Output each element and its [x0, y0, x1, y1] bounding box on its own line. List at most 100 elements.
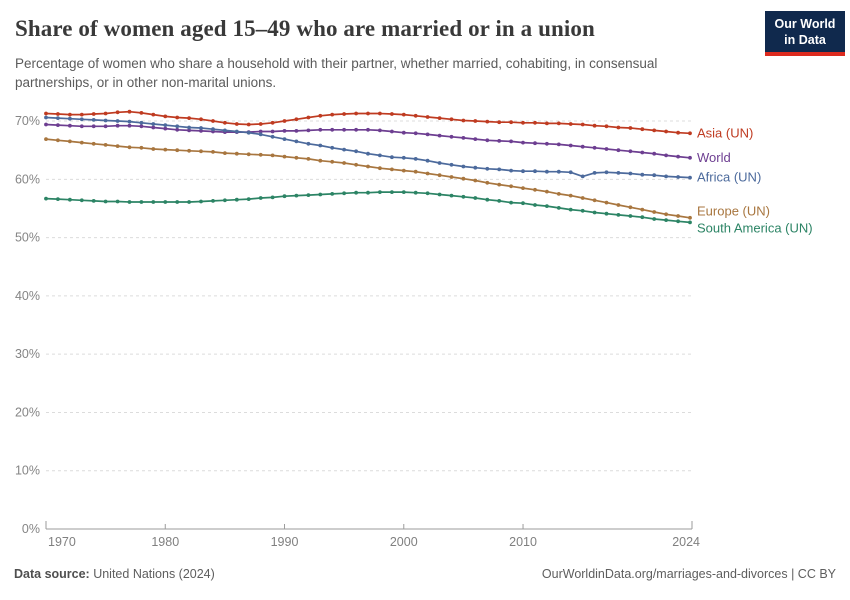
data-point [592, 198, 597, 203]
data-point [390, 129, 394, 134]
data-point [616, 171, 621, 175]
data-point [44, 137, 48, 142]
data-point [103, 143, 108, 147]
data-point [318, 127, 323, 132]
data-point [294, 129, 299, 133]
data-point [91, 118, 96, 122]
data-point [330, 192, 335, 196]
data-point [318, 158, 323, 163]
data-point [401, 130, 406, 135]
data-point [115, 123, 120, 128]
data-point [688, 220, 692, 225]
data-point [354, 127, 358, 132]
data-point [580, 196, 585, 200]
data-point [342, 161, 346, 165]
data-point [270, 153, 275, 158]
data-point [306, 115, 311, 120]
data-point [664, 212, 668, 217]
data-point [425, 115, 430, 119]
data-point [151, 112, 156, 117]
data-point [246, 197, 251, 202]
data-point [533, 141, 537, 146]
data-point [378, 153, 382, 158]
data-point [234, 129, 239, 134]
data-point [318, 192, 323, 197]
data-point [175, 200, 180, 204]
data-point [79, 140, 84, 145]
data-point [664, 153, 668, 158]
data-point [223, 151, 227, 156]
chart-subtitle: Percentage of women who share a househol… [15, 56, 658, 90]
data-point [425, 132, 430, 137]
owid-logo-line1: Our World [774, 17, 836, 31]
data-point [294, 193, 299, 198]
data-point [330, 127, 335, 132]
data-point [318, 113, 323, 118]
data-point [628, 149, 633, 154]
data-point [509, 200, 513, 205]
data-point [545, 204, 549, 209]
data-point [199, 149, 203, 154]
data-point [175, 148, 180, 153]
data-point [628, 214, 633, 218]
data-point [533, 203, 537, 207]
data-point [676, 175, 680, 179]
data-point [258, 132, 263, 137]
data-point [354, 190, 358, 195]
data-point [640, 172, 645, 177]
data-point [294, 155, 299, 160]
data-point [521, 201, 525, 206]
data-point [533, 187, 537, 192]
data-point [246, 130, 251, 135]
page-title: Share of women aged 15–49 who are marrie… [15, 16, 595, 41]
data-point [354, 111, 358, 116]
data-point [342, 127, 346, 132]
data-point [509, 168, 513, 173]
data-point [199, 129, 203, 133]
data-point [628, 126, 633, 130]
series-label-europe-un: Europe (UN) [697, 204, 770, 219]
data-point [282, 194, 287, 199]
data-point [509, 120, 513, 125]
data-point [103, 118, 108, 123]
data-point [390, 112, 394, 116]
data-point [592, 210, 597, 215]
series-line-europe-un [45, 138, 691, 219]
data-point [56, 138, 60, 143]
data-point [580, 208, 585, 213]
data-point [211, 119, 215, 123]
data-point [556, 192, 561, 196]
series-label-world: World [697, 150, 731, 165]
x-axis-tick-label: 1980 [151, 535, 179, 549]
data-point [127, 145, 132, 150]
data-point [425, 171, 430, 176]
data-point [366, 151, 370, 156]
data-point [103, 199, 108, 204]
data-point [652, 173, 657, 178]
data-point [664, 174, 668, 179]
data-point [449, 162, 454, 167]
data-point [139, 111, 144, 115]
data-point [258, 129, 263, 134]
data-point [79, 124, 84, 129]
data-point [163, 147, 168, 152]
data-point [652, 128, 657, 133]
data-point [79, 198, 84, 203]
data-point [545, 189, 549, 194]
data-point [234, 151, 239, 156]
y-axis-tick-label: 50% [15, 231, 40, 245]
data-point [461, 118, 466, 123]
data-point [592, 171, 597, 175]
data-point [56, 112, 60, 116]
x-axis-tick-label: 1990 [271, 535, 299, 549]
data-point [366, 127, 370, 132]
data-point [461, 194, 466, 199]
data-point [521, 186, 525, 191]
data-point [604, 211, 609, 216]
data-point [640, 207, 645, 212]
data-point [676, 214, 680, 218]
credit-link[interactable]: OurWorldinData.org/marriages-and-divorce… [541, 567, 836, 581]
data-point [115, 144, 120, 149]
data-point [342, 112, 346, 116]
